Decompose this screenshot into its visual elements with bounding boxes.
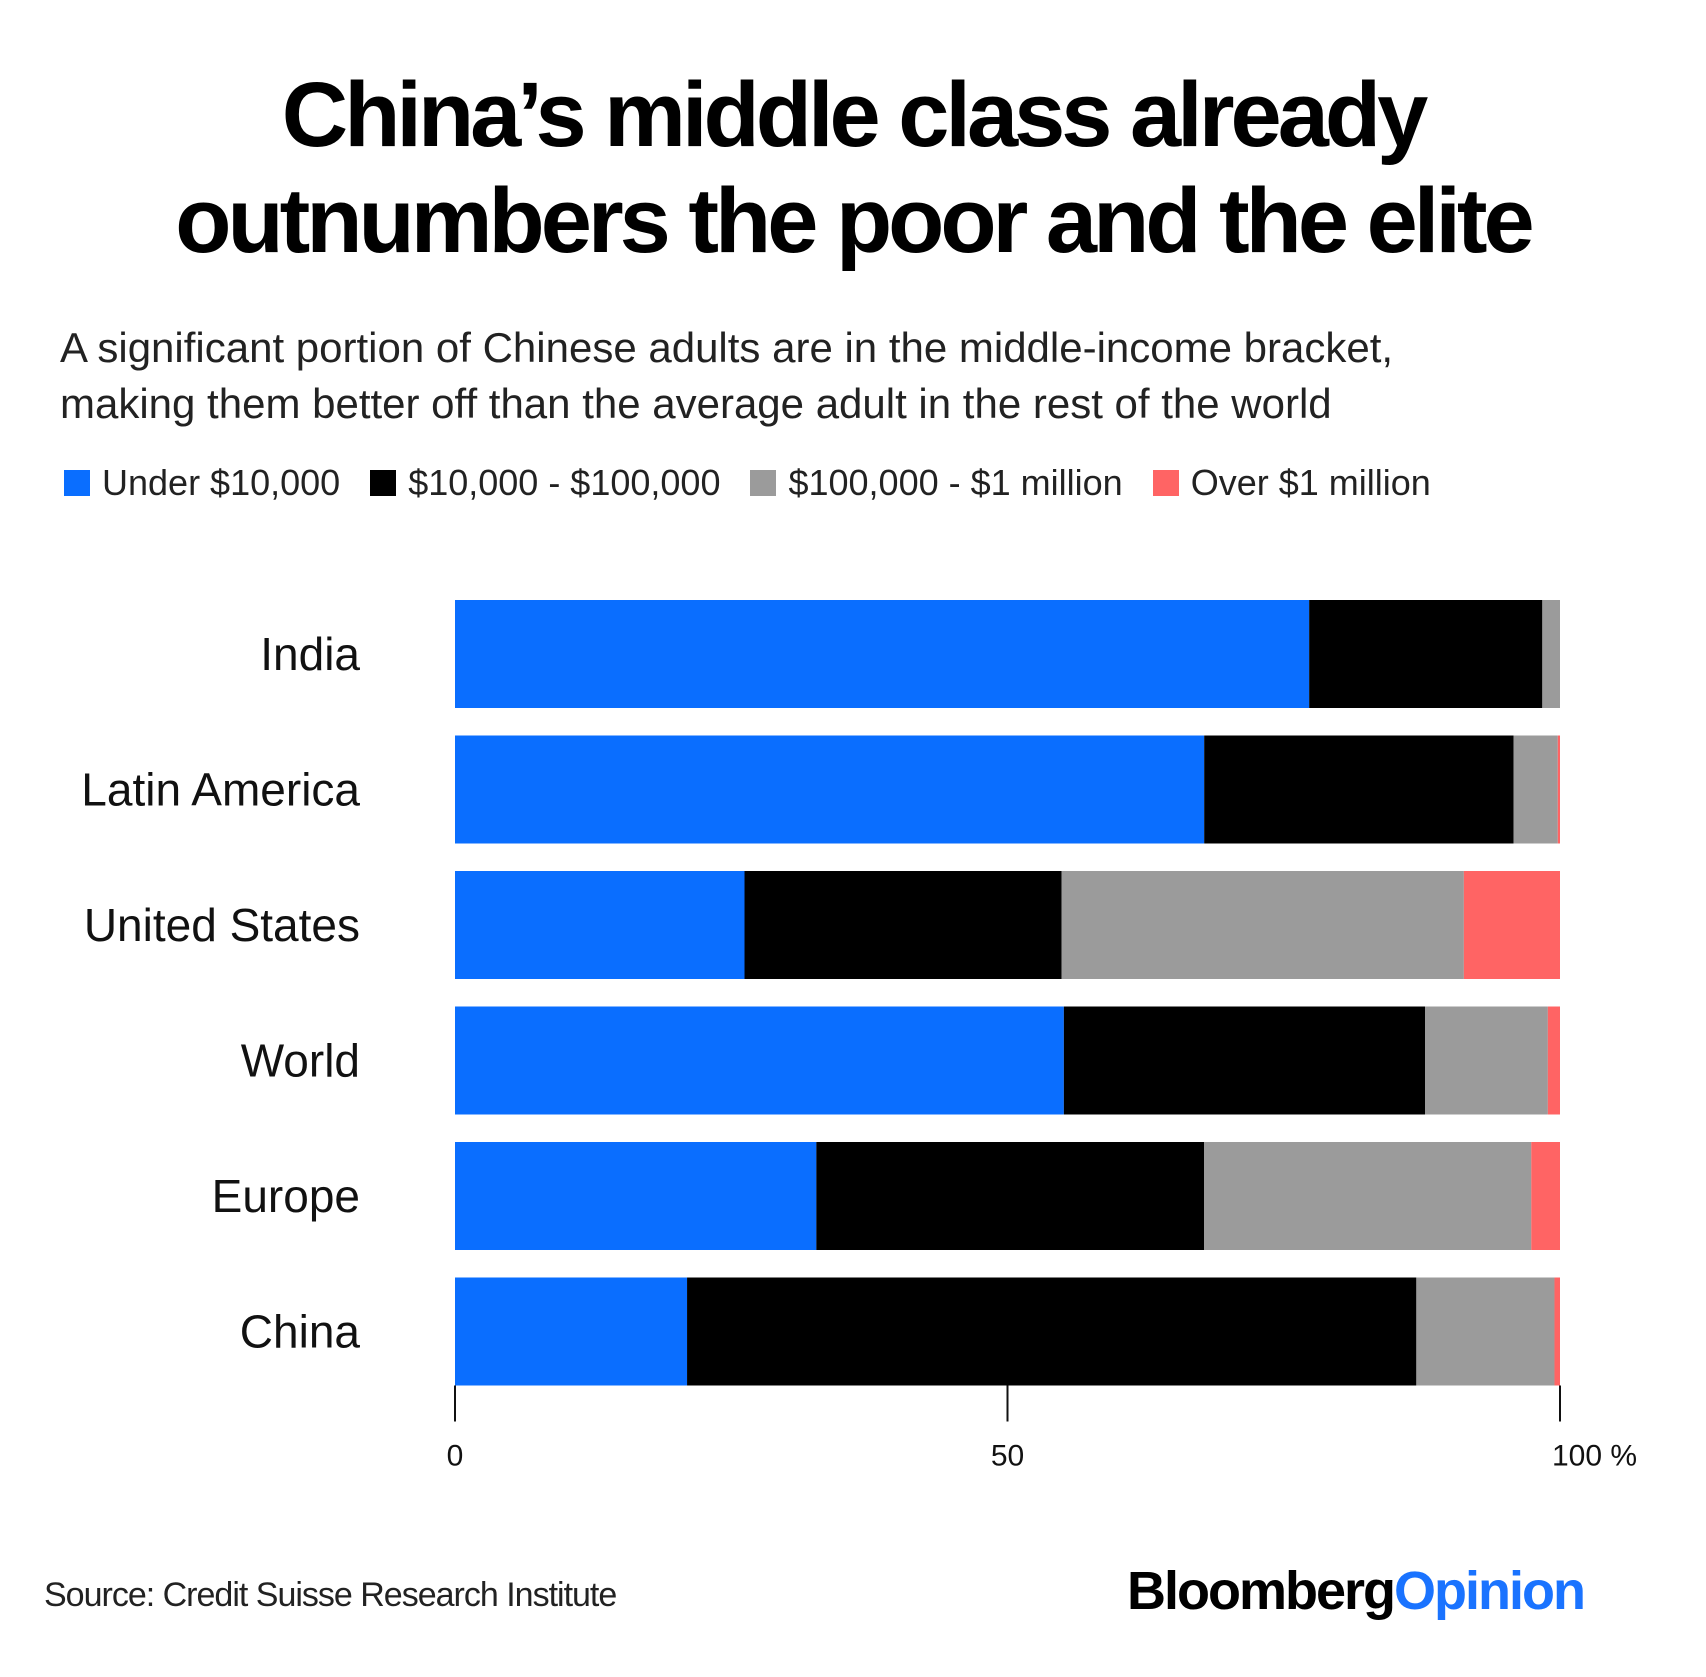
brand-logo-part-2: Opinion [1394, 1561, 1586, 1621]
bar-segment-europe-100-000-1-million [1204, 1142, 1532, 1250]
legend-swatch-over-1m [1152, 470, 1179, 496]
category-label-latin-america: Latin America [81, 764, 360, 816]
legend-swatch-under-10k [64, 470, 90, 496]
bar-segment-world-100-000-1-million [1425, 1006, 1548, 1115]
bar-segment-europe-under-10-000 [455, 1142, 817, 1250]
legend-label-under-10k: Under $10,000 [102, 462, 341, 503]
legend-item-under-10k: Under $10,000 [64, 462, 340, 504]
legend-item-100k-1m: $100,000 - $1 million [750, 462, 1123, 504]
category-label-world: World [241, 1035, 360, 1087]
bar-segment-united-states-10-000-100-000 [744, 871, 1062, 979]
bar-segment-europe-10-000-100-000 [816, 1142, 1205, 1250]
category-label-europe: Europe [212, 1170, 360, 1222]
subtitle-line-2: making them better off than the average … [60, 380, 1332, 427]
bar-segment-united-states-over-1-million [1463, 871, 1560, 979]
bar-segment-united-states-under-10-000 [455, 871, 745, 979]
bar-segment-latin-america-10-000-100-000 [1204, 735, 1514, 844]
category-label-united-states: United States [84, 899, 360, 951]
brand-logo-part-1: Bloomberg [1127, 1561, 1396, 1621]
bar-segment-latin-america-under-10-000 [455, 735, 1205, 844]
bar-segment-world-under-10-000 [455, 1006, 1064, 1115]
legend-swatch-100k-1m [750, 470, 777, 496]
bar-segment-latin-america-over-1-million [1557, 735, 1560, 844]
bar-segment-china-over-1-million [1554, 1277, 1560, 1386]
x-tick-label-0: 0 [447, 1440, 464, 1473]
source-note: Source: Credit Suisse Research Institute [44, 1576, 617, 1614]
subtitle-line-1: A significant portion of Chinese adults … [60, 324, 1394, 371]
chart-title: China’s middle class already outnumbers … [0, 62, 1706, 274]
bar-segment-india-100-000-1-million [1542, 600, 1560, 708]
title-line-1: China’s middle class already [281, 64, 1429, 166]
legend-label-10k-100k: $10,000 - $100,000 [408, 462, 721, 503]
legend: Under $10,000 $10,000 - $100,000 $100,00… [64, 458, 1461, 508]
legend-item-10k-100k: $10,000 - $100,000 [370, 462, 720, 504]
bar-segment-world-10-000-100-000 [1063, 1006, 1426, 1115]
chart-subtitle: A significant portion of Chinese adults … [60, 320, 1660, 432]
legend-label-100k-1m: $100,000 - $1 million [788, 462, 1123, 503]
stacked-bar-chart: India Latin America United States World Euro… [81, 600, 1637, 1473]
category-label-india: India [260, 628, 360, 680]
bar-segment-india-10-000-100-000 [1309, 600, 1543, 708]
bar-segment-united-states-100-000-1-million [1061, 871, 1464, 979]
category-label-china: China [240, 1306, 361, 1358]
legend-swatch-10k-100k [370, 470, 397, 496]
bar-segment-china-under-10-000 [455, 1277, 688, 1386]
x-tick-label-50: 50 [991, 1440, 1024, 1473]
bar-segment-europe-over-1-million [1531, 1142, 1560, 1250]
bar-segment-china-10-000-100-000 [687, 1277, 1417, 1386]
bar-segment-world-over-1-million [1547, 1006, 1560, 1115]
brand-logo: BloombergOpinion [1127, 1560, 1586, 1622]
bar-segment-china-100-000-1-million [1416, 1277, 1555, 1386]
legend-label-over-1m: Over $1 million [1190, 462, 1431, 503]
legend-item-over-1m: Over $1 million [1152, 462, 1431, 504]
title-line-2: outnumbers the poor and the elite [175, 170, 1534, 272]
x-tick-label-100: 100 % [1552, 1440, 1637, 1473]
bar-segment-india-under-10-000 [455, 600, 1310, 708]
bar-segment-latin-america-100-000-1-million [1513, 735, 1558, 844]
